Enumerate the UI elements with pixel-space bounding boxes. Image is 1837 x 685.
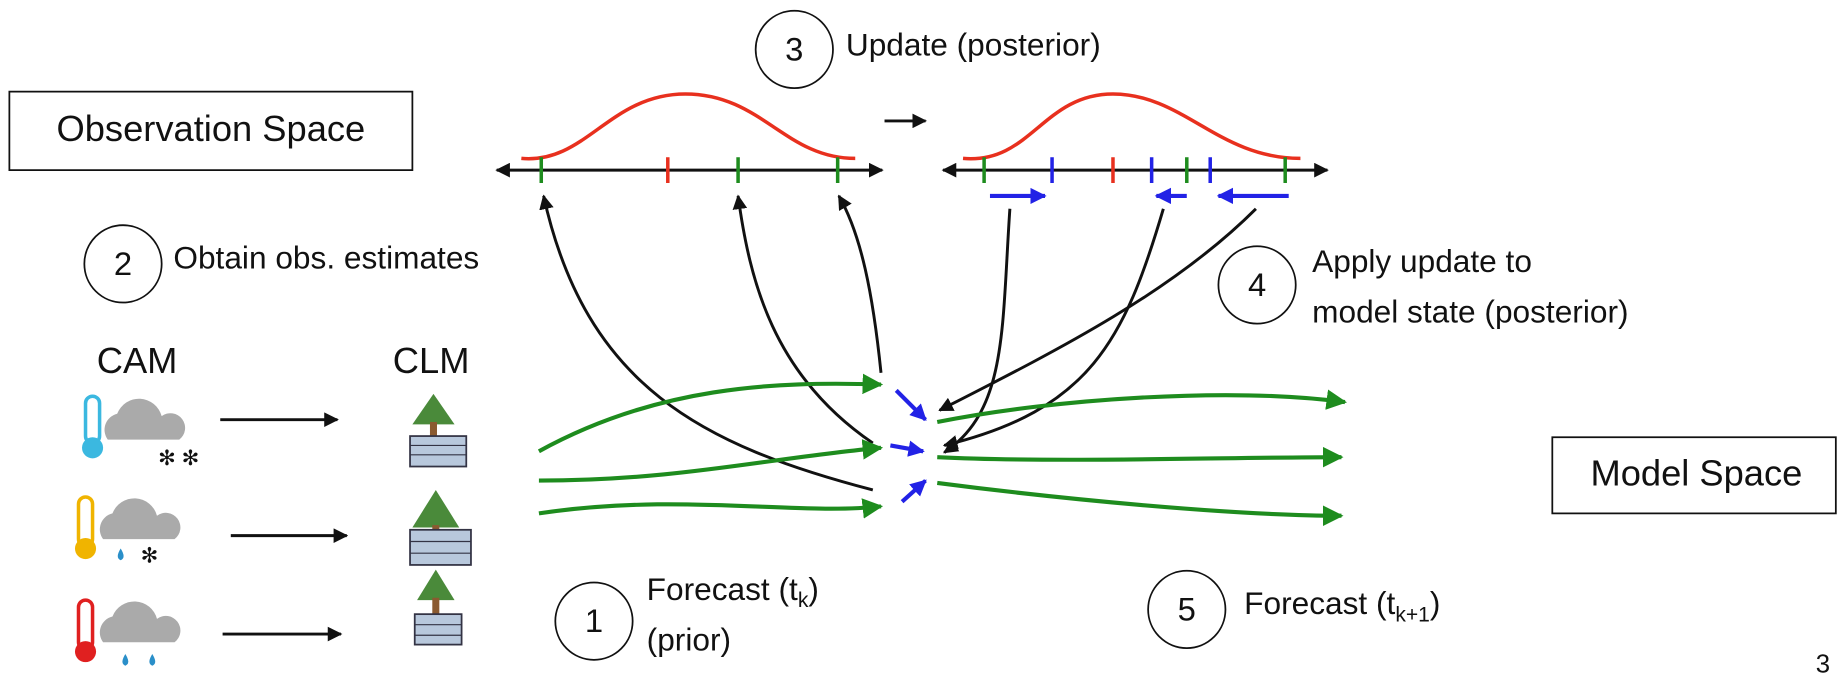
- step-5: 5 Forecast (tk+1): [1148, 571, 1440, 648]
- text: Forecast (t: [1244, 585, 1395, 621]
- step-1: 1 Forecast (tk) (prior): [555, 571, 819, 660]
- coupling-arrows: [220, 420, 347, 634]
- obs-label: Observation Space: [57, 108, 366, 149]
- step-label: Obtain obs. estimates: [173, 240, 479, 276]
- svg-text:✻: ✻: [141, 544, 159, 567]
- step-label: Forecast (tk+1): [1244, 585, 1440, 626]
- model-label: Model Space: [1590, 452, 1802, 493]
- step-label: Forecast (tk): [647, 571, 819, 612]
- text: Forecast (t: [647, 571, 798, 607]
- text: ): [1430, 585, 1441, 621]
- step-4: 4 Apply update to model state (posterior…: [1218, 243, 1628, 329]
- step-number: 4: [1248, 266, 1266, 303]
- subscript: k+1: [1395, 603, 1430, 626]
- step-number: 2: [114, 245, 132, 282]
- clm-label: CLM: [393, 340, 470, 381]
- page-number: 3: [1816, 651, 1830, 679]
- step-label: model state (posterior): [1312, 294, 1628, 330]
- step-label: Apply update to: [1312, 243, 1532, 279]
- svg-text:✻ ✻: ✻ ✻: [158, 447, 199, 470]
- posterior-axis: [943, 94, 1327, 196]
- update-arrows: [940, 209, 1256, 453]
- step-3: 3 Update (posterior): [756, 11, 1101, 88]
- step-number: 5: [1178, 590, 1196, 627]
- step-2: 2 Obtain obs. estimates: [84, 225, 479, 302]
- step-number: 1: [585, 602, 603, 639]
- cam-label: CAM: [97, 340, 178, 381]
- trajectories: [539, 384, 1345, 516]
- step-label: Update (posterior): [846, 26, 1101, 62]
- tree-icons: [410, 394, 471, 645]
- obs-arrows: [544, 196, 881, 490]
- subscript: k: [798, 589, 809, 612]
- step-number: 3: [785, 30, 803, 67]
- diagram: Observation Space Model Space 3 Update (…: [0, 0, 1837, 680]
- prior-axis: [497, 94, 882, 183]
- step-label: (prior): [647, 622, 731, 658]
- text: ): [808, 571, 819, 607]
- weather-icons: ✻ ✻ ✻: [75, 396, 199, 665]
